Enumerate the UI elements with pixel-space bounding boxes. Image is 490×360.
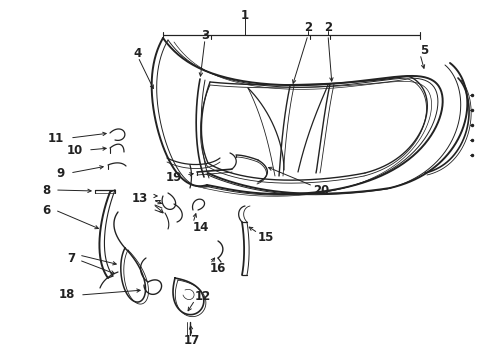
Text: 2: 2	[324, 21, 332, 33]
Text: 10: 10	[67, 144, 83, 157]
Text: 5: 5	[420, 44, 428, 57]
Text: 17: 17	[184, 333, 200, 346]
Text: 20: 20	[313, 184, 329, 197]
Text: 12: 12	[195, 291, 211, 303]
Text: 6: 6	[42, 203, 50, 216]
Text: 8: 8	[42, 184, 50, 197]
Text: 4: 4	[134, 46, 142, 59]
Text: 7: 7	[67, 252, 75, 265]
Text: 15: 15	[258, 230, 274, 243]
Text: 9: 9	[57, 166, 65, 180]
Text: 14: 14	[193, 220, 209, 234]
Text: 19: 19	[166, 171, 182, 184]
Text: 2: 2	[304, 21, 312, 33]
Text: 16: 16	[210, 261, 226, 274]
Text: 11: 11	[48, 131, 64, 144]
Text: 13: 13	[132, 192, 148, 204]
Text: 18: 18	[59, 288, 75, 302]
Text: 1: 1	[241, 9, 249, 22]
Text: 3: 3	[201, 28, 209, 41]
